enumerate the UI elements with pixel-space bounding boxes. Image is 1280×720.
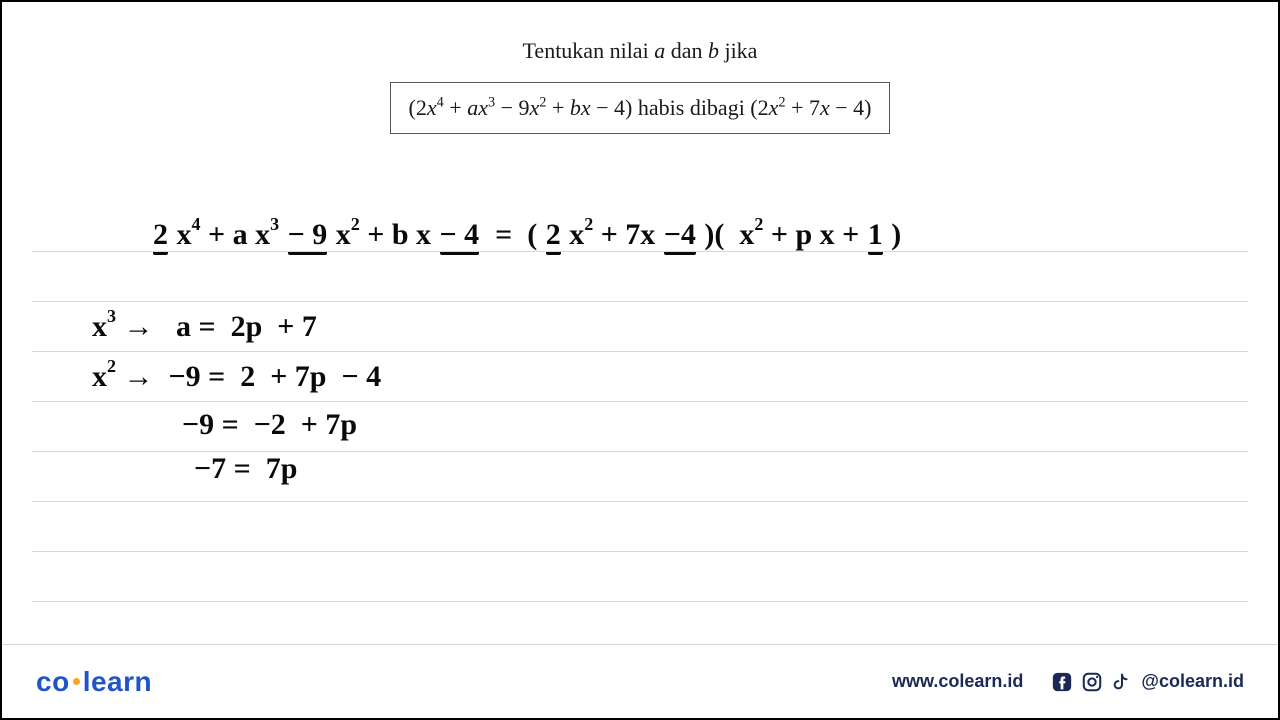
- page-container: Tentukan nilai a dan b jika (2x4 + ax3 −…: [2, 2, 1278, 718]
- rule-line: [32, 552, 1248, 602]
- prompt-var-b: b: [708, 38, 719, 63]
- hw-step4: −7 = 7p: [194, 454, 297, 484]
- prompt-var-a: a: [654, 38, 665, 63]
- footer-url: www.colearn.id: [892, 671, 1023, 692]
- social-icons: @colearn.id: [1051, 671, 1244, 693]
- tiktok-icon: [1111, 671, 1133, 693]
- footer: colearn www.colearn.id @colearn.id: [2, 644, 1278, 718]
- prompt-text: Tentukan nilai a dan b jika: [523, 38, 758, 64]
- footer-right: www.colearn.id @colearn.id: [892, 671, 1244, 693]
- prompt-mid: dan: [665, 38, 708, 63]
- footer-handle: @colearn.id: [1141, 671, 1244, 692]
- problem-statement: Tentukan nilai a dan b jika (2x4 + ax3 −…: [32, 2, 1248, 134]
- facebook-icon: [1051, 671, 1073, 693]
- prompt-trailing: jika: [719, 38, 758, 63]
- prompt-leading: Tentukan nilai: [523, 38, 655, 63]
- hw-step3: −9 = −2 + 7p: [182, 410, 357, 440]
- boxed-equation: (2x4 + ax3 − 9x2 + bx − 4) habis dibagi …: [390, 82, 891, 134]
- hw-x3-line: x3 → a = 2p + 7: [92, 312, 317, 342]
- hw-x2-line: x2 → −9 = 2 + 7p − 4: [92, 362, 381, 392]
- instagram-icon: [1081, 671, 1103, 693]
- lined-paper: 2 x4 + a x3 − 9 x2 + b x − 4 = ( 2 x2 + …: [32, 202, 1248, 628]
- rule-line: [32, 502, 1248, 552]
- rule-line: [32, 252, 1248, 302]
- logo: colearn: [36, 666, 152, 698]
- logo-dot-icon: [73, 678, 80, 685]
- logo-left: co: [36, 666, 70, 697]
- hw-main-equation: 2 x4 + a x3 − 9 x2 + b x − 4 = ( 2 x2 + …: [152, 220, 901, 255]
- logo-right: learn: [83, 666, 152, 697]
